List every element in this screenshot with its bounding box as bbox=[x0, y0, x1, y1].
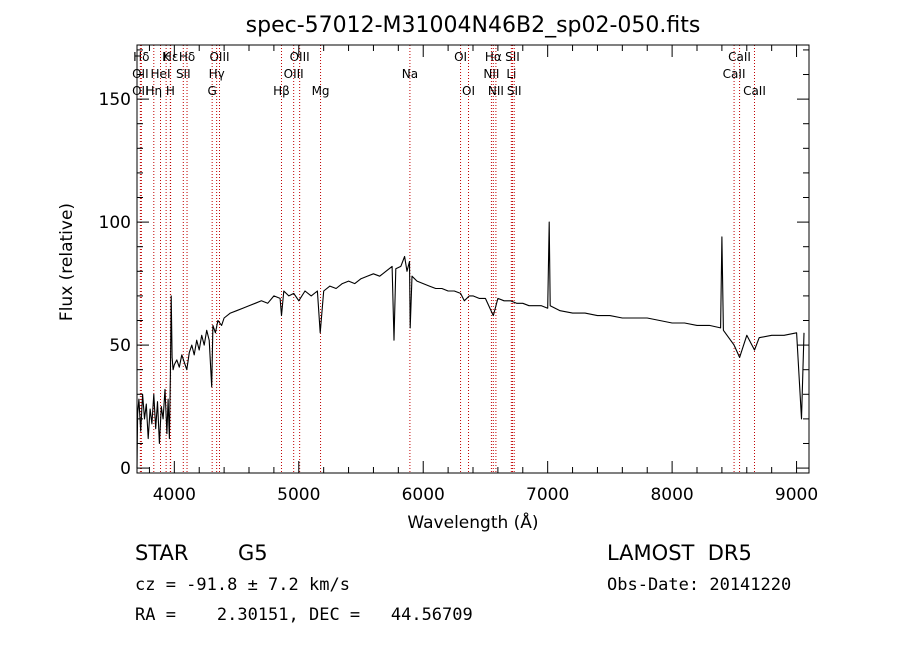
coordinates: RA = 2.30151, DEC = 44.56709 bbox=[135, 605, 473, 625]
spectral-subclass: G5 bbox=[238, 541, 268, 565]
spectral-line-label: Mg bbox=[312, 84, 330, 98]
x-tick-label: 9000 bbox=[775, 485, 818, 505]
y-tick-label: 50 bbox=[109, 336, 131, 356]
spectral-line-label: SII bbox=[176, 67, 191, 81]
spectral-line-label: OII bbox=[132, 67, 149, 81]
spectral-line-label: H bbox=[166, 84, 175, 98]
x-axis-label: Wavelength (Å) bbox=[407, 511, 538, 533]
x-tick-label: 8000 bbox=[650, 485, 693, 505]
spectral-line-label: Na bbox=[402, 67, 418, 81]
object-class: STAR bbox=[135, 541, 188, 565]
spectral-line-label: HeI bbox=[151, 67, 171, 81]
spectral-line-label: OIII bbox=[209, 50, 229, 64]
spectrum-line bbox=[136, 221, 805, 469]
spectral-line-label: Hδ bbox=[179, 50, 195, 64]
spectral-line-label: Hη bbox=[145, 84, 162, 98]
spectral-line-label: K bbox=[162, 50, 171, 64]
x-axis: 4000 5000 6000 7000 8000 9000 bbox=[148, 45, 818, 505]
spectral-line-label: OIII bbox=[290, 50, 310, 64]
spectral-line-label: NII bbox=[488, 84, 504, 98]
spectral-line-label: CaII bbox=[743, 84, 766, 98]
spectral-line-label: OI bbox=[454, 50, 467, 64]
plot-frame bbox=[136, 44, 810, 474]
x-tick-label: 7000 bbox=[526, 485, 569, 505]
x-tick-label: 5000 bbox=[277, 485, 320, 505]
spectral-line-label: OIII bbox=[284, 67, 304, 81]
spectral-line-label: Hδ bbox=[133, 50, 149, 64]
obs-date: Obs-Date: 20141220 bbox=[607, 575, 791, 595]
y-tick-label: 150 bbox=[99, 90, 131, 110]
spectral-line-label: NII bbox=[483, 67, 499, 81]
spectral-line-label: G bbox=[208, 84, 217, 98]
spectral-line-label: OII bbox=[132, 84, 149, 98]
y-axis: 0 50 100 150 bbox=[99, 49, 809, 479]
y-tick-label: 100 bbox=[99, 213, 131, 233]
spectral-line-label: Hα bbox=[485, 50, 502, 64]
spectral-line-label: Hγ bbox=[209, 67, 225, 81]
x-tick-label: 4000 bbox=[153, 485, 196, 505]
redshift-readout: cz = -91.8 ± 7.2 km/s bbox=[135, 575, 350, 595]
chart-title: spec-57012-M31004N46B2_sp02-050.fits bbox=[246, 13, 701, 38]
spectral-line-label: Li bbox=[506, 67, 516, 81]
spectral-line-label: Hβ bbox=[273, 84, 290, 98]
survey-name: LAMOST DR5 bbox=[607, 541, 752, 565]
spectral-line-label: CaII bbox=[728, 50, 751, 64]
spectral-line-label: SII bbox=[505, 50, 520, 64]
series-layer bbox=[136, 221, 805, 469]
y-axis-label: Flux (relative) bbox=[57, 203, 77, 321]
y-tick-label: 0 bbox=[120, 459, 131, 479]
spectral-line-label: SII bbox=[507, 84, 522, 98]
spectral-line-label: CaII bbox=[723, 67, 746, 81]
spectral-line-label: OI bbox=[462, 84, 475, 98]
x-tick-label: 6000 bbox=[402, 485, 445, 505]
